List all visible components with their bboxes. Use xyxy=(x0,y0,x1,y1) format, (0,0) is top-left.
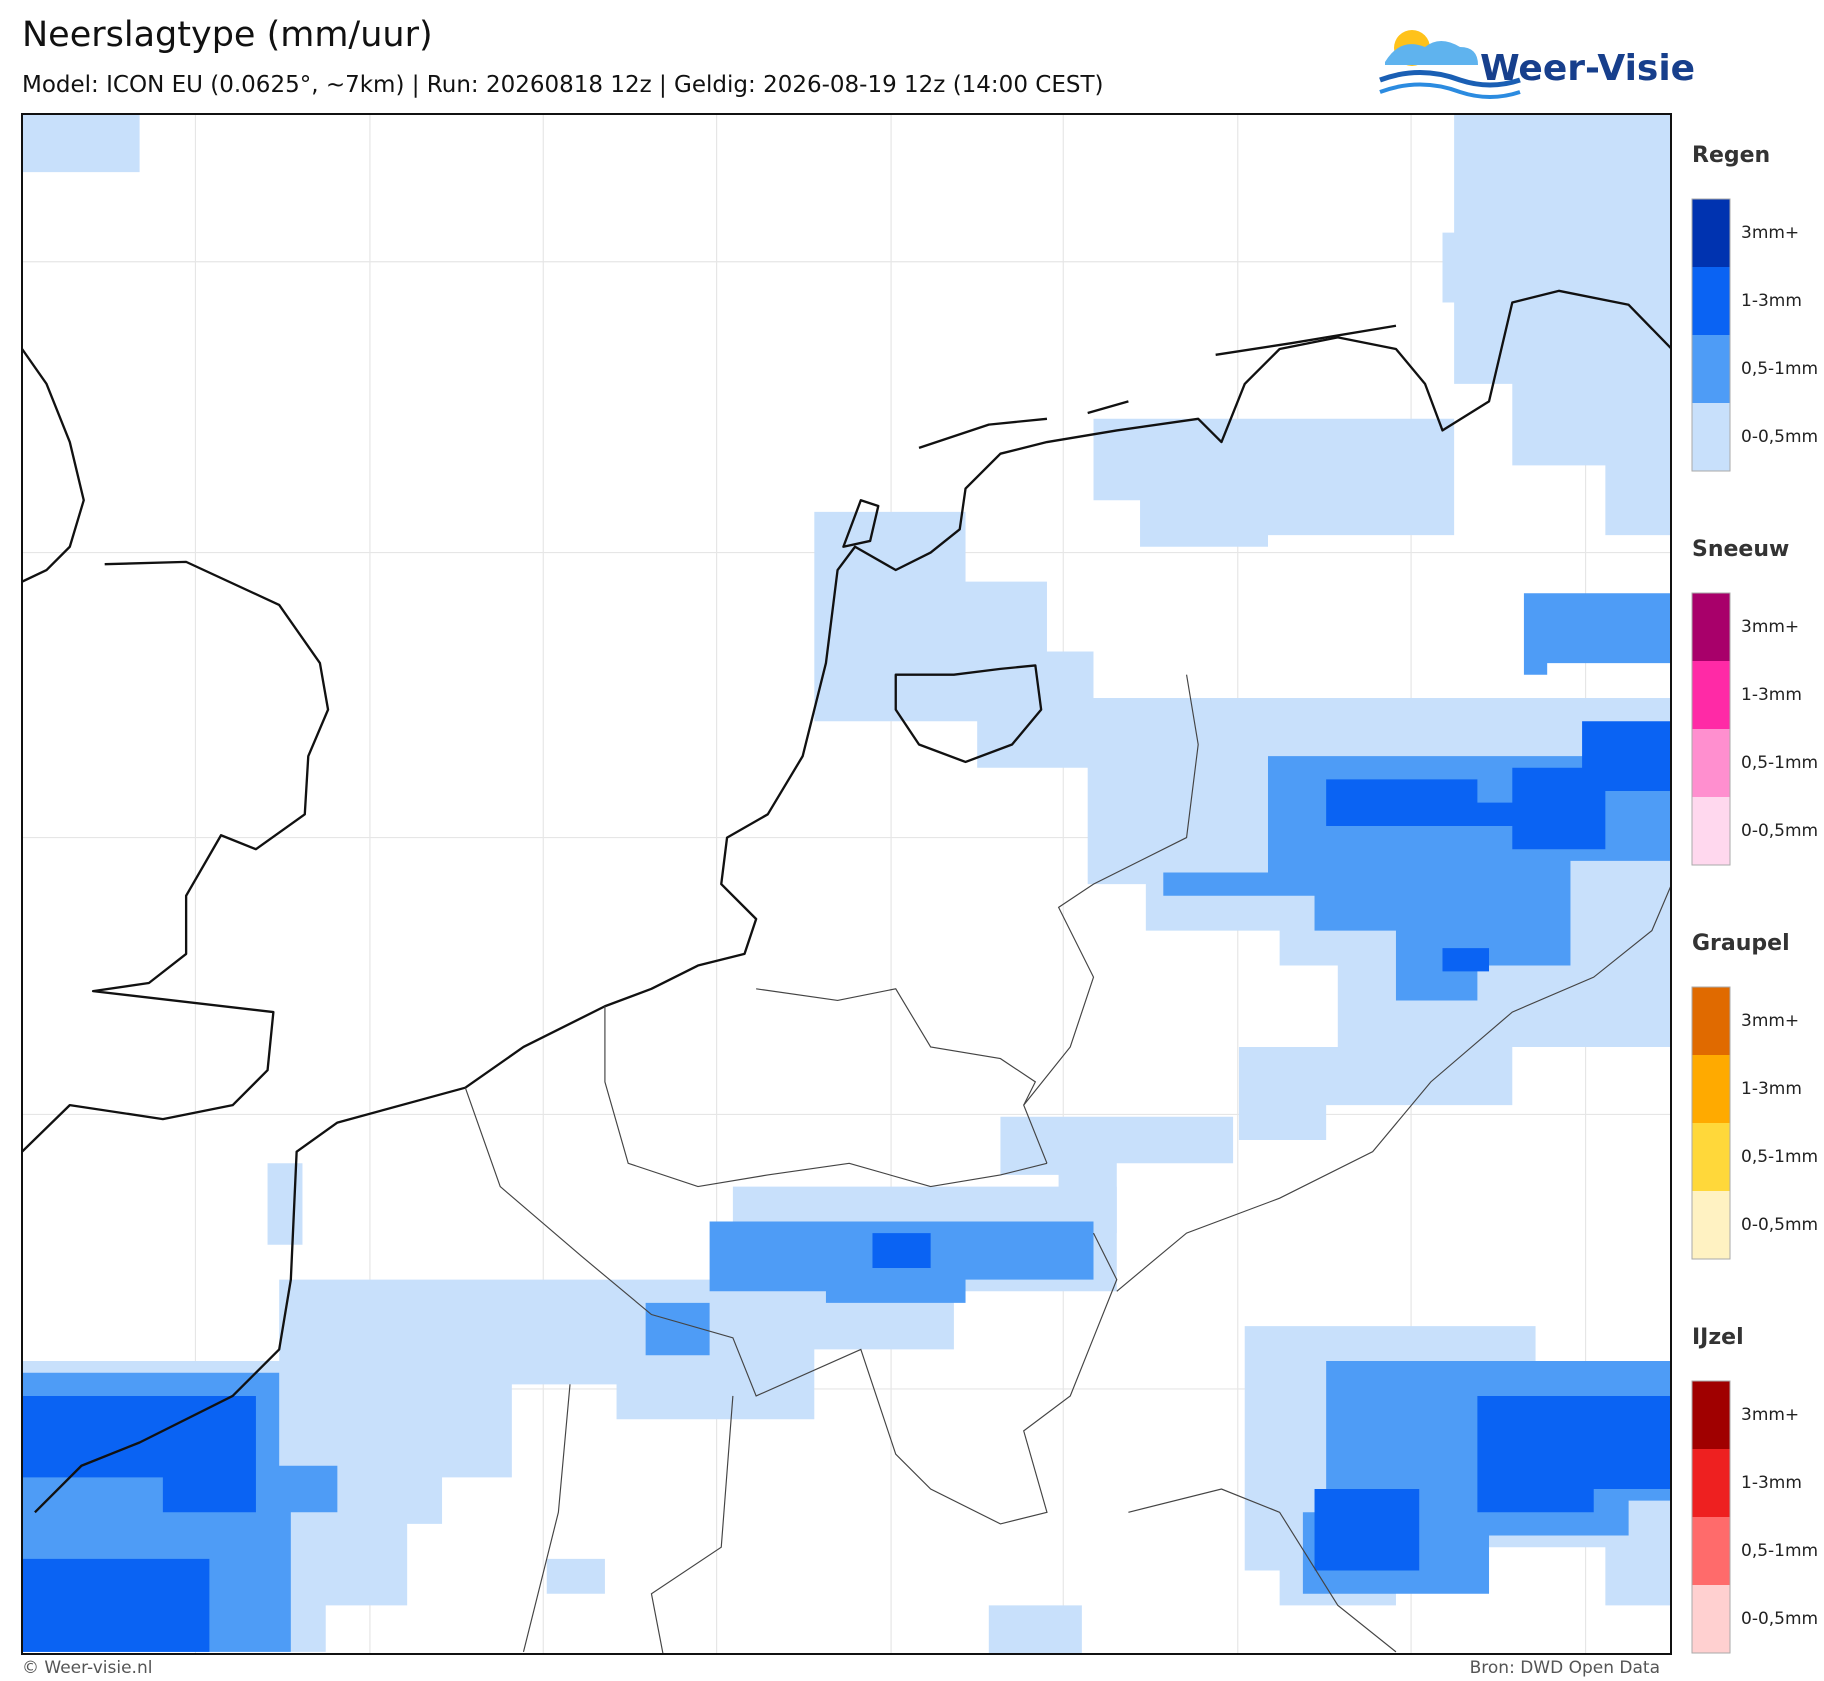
map-content xyxy=(22,114,1671,1654)
subtitle: Model: ICON EU (0.0625°, ~7km) | Run: 20… xyxy=(22,72,1103,98)
legend-title: IJzel xyxy=(1692,1325,1744,1350)
legend-label: 1-3mm xyxy=(1741,1473,1802,1493)
legend-swatch xyxy=(1692,729,1730,797)
logo: Weer-Visie xyxy=(1379,30,1695,99)
footer-right: Bron: DWD Open Data xyxy=(1470,1658,1660,1678)
legend-label: 0,5-1mm xyxy=(1741,359,1818,379)
legend-swatch xyxy=(1692,335,1730,403)
legend-swatch xyxy=(1692,1449,1730,1517)
legend-swatch xyxy=(1692,1055,1730,1123)
legend-swatch xyxy=(1692,593,1730,661)
legend-swatch-frame xyxy=(1691,986,1731,1260)
legend-label: 3mm+ xyxy=(1741,1405,1799,1425)
legend-swatch-frame xyxy=(1691,198,1731,472)
legend-swatch xyxy=(1692,661,1730,729)
map-frame xyxy=(21,113,1672,1655)
legend-title: Graupel xyxy=(1692,931,1790,956)
legend: Regen 3mm+ 1-3mm 0,5-1mm 0-0,5mm Sneeuw 3mm+ 1-… xyxy=(1691,143,1818,1654)
legend-swatch xyxy=(1692,1123,1730,1191)
title: Neerslagtype (mm/uur) xyxy=(22,15,433,55)
legend-label: 3mm+ xyxy=(1741,223,1799,243)
legend-title: Regen xyxy=(1692,143,1770,168)
legend-label: 0-0,5mm xyxy=(1741,427,1818,447)
legend-swatch xyxy=(1692,199,1730,267)
legend-label: 0,5-1mm xyxy=(1741,1147,1818,1167)
legend-swatch xyxy=(1692,1191,1730,1259)
legend-label: 1-3mm xyxy=(1741,1079,1802,1099)
legend-label: 3mm+ xyxy=(1741,617,1799,637)
legend-swatch xyxy=(1692,1585,1730,1653)
map xyxy=(22,114,1671,1654)
footer-left: © Weer-visie.nl xyxy=(22,1658,152,1678)
legend-label: 0-0,5mm xyxy=(1741,1215,1818,1235)
legend-label: 0-0,5mm xyxy=(1741,1609,1818,1629)
legend-label: 0-0,5mm xyxy=(1741,821,1818,841)
logo-text: Weer-Visie xyxy=(1480,48,1695,89)
legend-swatch xyxy=(1692,987,1730,1055)
legend-swatch-frame xyxy=(1691,592,1731,866)
legend-swatch xyxy=(1692,1517,1730,1585)
legend-swatch xyxy=(1692,403,1730,471)
legend-label: 1-3mm xyxy=(1741,685,1802,705)
legend-label: 0,5-1mm xyxy=(1741,753,1818,773)
legend-swatch xyxy=(1692,1381,1730,1449)
legend-title: Sneeuw xyxy=(1692,537,1789,562)
legend-swatch xyxy=(1692,797,1730,865)
legend-label: 3mm+ xyxy=(1741,1011,1799,1031)
legend-label: 0,5-1mm xyxy=(1741,1541,1818,1561)
legend-swatch xyxy=(1692,267,1730,335)
legend-swatch-frame xyxy=(1691,1380,1731,1654)
legend-label: 1-3mm xyxy=(1741,291,1802,311)
